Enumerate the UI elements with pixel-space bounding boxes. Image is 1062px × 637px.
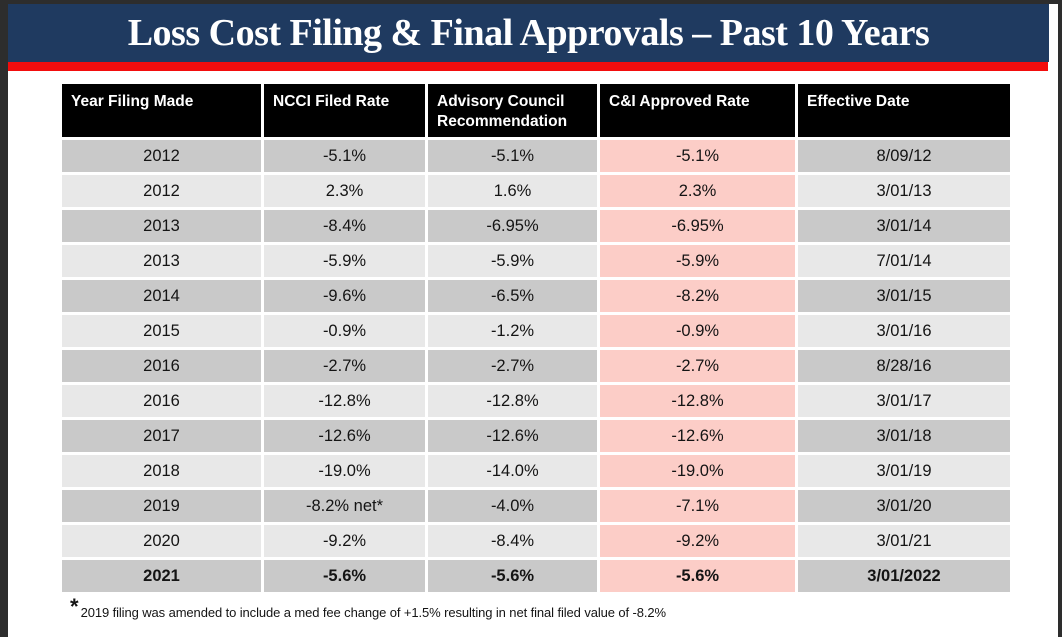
- cell-year-filing-made: 2018: [62, 455, 261, 487]
- loss-cost-table-container: Year Filing Made NCCI Filed Rate Advisor…: [59, 81, 1013, 595]
- cell-ncci-filed-rate: -9.6%: [264, 280, 425, 312]
- column-header-ci-approved-rate: C&I Approved Rate: [600, 84, 795, 137]
- cell-advisory-recommendation: -12.6%: [428, 420, 597, 452]
- cell-advisory-recommendation: -6.95%: [428, 210, 597, 242]
- cell-advisory-recommendation: -6.5%: [428, 280, 597, 312]
- cell-year-filing-made: 2016: [62, 385, 261, 417]
- cell-ci-approved-rate: -6.95%: [600, 210, 795, 242]
- cell-ncci-filed-rate: -8.2% net*: [264, 490, 425, 522]
- cell-ncci-filed-rate: -8.4%: [264, 210, 425, 242]
- cell-advisory-recommendation: 1.6%: [428, 175, 597, 207]
- cell-ci-approved-rate: -0.9%: [600, 315, 795, 347]
- table-header: Year Filing Made NCCI Filed Rate Advisor…: [62, 84, 1010, 137]
- cell-ncci-filed-rate: -5.6%: [264, 560, 425, 592]
- table-row: 2013 -5.9% -5.9% -5.9% 7/01/14: [62, 245, 1010, 277]
- table-row: 2012 -5.1% -5.1% -5.1% 8/09/12: [62, 140, 1010, 172]
- column-header-year-filing-made: Year Filing Made: [62, 84, 261, 137]
- cell-effective-date: 7/01/14: [798, 245, 1010, 277]
- table-row: 2013 -8.4% -6.95% -6.95% 3/01/14: [62, 210, 1010, 242]
- cell-ci-approved-rate: -9.2%: [600, 525, 795, 557]
- slide-title-bar: Loss Cost Filing & Final Approvals – Pas…: [8, 4, 1049, 62]
- table-row: 2020 -9.2% -8.4% -9.2% 3/01/21: [62, 525, 1010, 557]
- cell-ci-approved-rate: -8.2%: [600, 280, 795, 312]
- cell-ncci-filed-rate: -9.2%: [264, 525, 425, 557]
- window-edge-left: [0, 0, 8, 637]
- cell-ncci-filed-rate: -5.9%: [264, 245, 425, 277]
- table-row: 2017 -12.6% -12.6% -12.6% 3/01/18: [62, 420, 1010, 452]
- table-row: 2021 -5.6% -5.6% -5.6% 3/01/2022: [62, 560, 1010, 592]
- window-edge-top: [0, 0, 1062, 4]
- cell-ncci-filed-rate: -12.6%: [264, 420, 425, 452]
- cell-ncci-filed-rate: 2.3%: [264, 175, 425, 207]
- cell-advisory-recommendation: -14.0%: [428, 455, 597, 487]
- table-body: 2012 -5.1% -5.1% -5.1% 8/09/12 2012 2.3% 1.6% 2.…: [62, 140, 1010, 592]
- cell-year-filing-made: 2019: [62, 490, 261, 522]
- cell-year-filing-made: 2014: [62, 280, 261, 312]
- footnote-text: 2019 filing was amended to include a med…: [80, 605, 667, 620]
- cell-ci-approved-rate: -12.6%: [600, 420, 795, 452]
- cell-advisory-recommendation: -2.7%: [428, 350, 597, 382]
- cell-advisory-recommendation: -8.4%: [428, 525, 597, 557]
- cell-advisory-recommendation: -5.1%: [428, 140, 597, 172]
- cell-effective-date: 3/01/14: [798, 210, 1010, 242]
- table-row: 2019 -8.2% net* -4.0% -7.1% 3/01/20: [62, 490, 1010, 522]
- cell-year-filing-made: 2020: [62, 525, 261, 557]
- cell-effective-date: 3/01/16: [798, 315, 1010, 347]
- table-row: 2018 -19.0% -14.0% -19.0% 3/01/19: [62, 455, 1010, 487]
- table-row: 2015 -0.9% -1.2% -0.9% 3/01/16: [62, 315, 1010, 347]
- cell-ci-approved-rate: -5.9%: [600, 245, 795, 277]
- cell-ci-approved-rate: 2.3%: [600, 175, 795, 207]
- footnote-asterisk: *: [70, 594, 79, 619]
- cell-ncci-filed-rate: -2.7%: [264, 350, 425, 382]
- cell-ci-approved-rate: -2.7%: [600, 350, 795, 382]
- table-row: 2012 2.3% 1.6% 2.3% 3/01/13: [62, 175, 1010, 207]
- title-underline-rule: [8, 62, 1048, 71]
- cell-ci-approved-rate: -7.1%: [600, 490, 795, 522]
- cell-effective-date: 3/01/18: [798, 420, 1010, 452]
- column-header-effective-date: Effective Date: [798, 84, 1010, 137]
- cell-year-filing-made: 2016: [62, 350, 261, 382]
- cell-effective-date: 3/01/19: [798, 455, 1010, 487]
- loss-cost-table: Year Filing Made NCCI Filed Rate Advisor…: [59, 81, 1013, 595]
- cell-year-filing-made: 2012: [62, 140, 261, 172]
- cell-advisory-recommendation: -1.2%: [428, 315, 597, 347]
- cell-year-filing-made: 2017: [62, 420, 261, 452]
- cell-year-filing-made: 2021: [62, 560, 261, 592]
- window-edge-right: [1058, 0, 1062, 637]
- cell-advisory-recommendation: -12.8%: [428, 385, 597, 417]
- cell-effective-date: 8/09/12: [798, 140, 1010, 172]
- table-row: 2014 -9.6% -6.5% -8.2% 3/01/15: [62, 280, 1010, 312]
- page-title: Loss Cost Filing & Final Approvals – Pas…: [127, 12, 930, 54]
- cell-year-filing-made: 2012: [62, 175, 261, 207]
- cell-ci-approved-rate: -19.0%: [600, 455, 795, 487]
- column-header-advisory-council-recommendation: Advisory Council Recommendation: [428, 84, 597, 137]
- cell-ncci-filed-rate: -5.1%: [264, 140, 425, 172]
- cell-advisory-recommendation: -5.9%: [428, 245, 597, 277]
- column-header-ncci-filed-rate: NCCI Filed Rate: [264, 84, 425, 137]
- footnote: * 2019 filing was amended to include a m…: [70, 594, 667, 621]
- cell-effective-date: 3/01/13: [798, 175, 1010, 207]
- cell-ci-approved-rate: -12.8%: [600, 385, 795, 417]
- table-row: 2016 -2.7% -2.7% -2.7% 8/28/16: [62, 350, 1010, 382]
- cell-effective-date: 3/01/2022: [798, 560, 1010, 592]
- cell-year-filing-made: 2013: [62, 210, 261, 242]
- header-row: Year Filing Made NCCI Filed Rate Advisor…: [62, 84, 1010, 137]
- cell-effective-date: 3/01/15: [798, 280, 1010, 312]
- cell-ci-approved-rate: -5.6%: [600, 560, 795, 592]
- cell-year-filing-made: 2015: [62, 315, 261, 347]
- cell-advisory-recommendation: -5.6%: [428, 560, 597, 592]
- cell-ci-approved-rate: -5.1%: [600, 140, 795, 172]
- cell-effective-date: 3/01/20: [798, 490, 1010, 522]
- cell-ncci-filed-rate: -12.8%: [264, 385, 425, 417]
- cell-effective-date: 3/01/17: [798, 385, 1010, 417]
- cell-effective-date: 8/28/16: [798, 350, 1010, 382]
- cell-ncci-filed-rate: -0.9%: [264, 315, 425, 347]
- cell-advisory-recommendation: -4.0%: [428, 490, 597, 522]
- table-row: 2016 -12.8% -12.8% -12.8% 3/01/17: [62, 385, 1010, 417]
- cell-year-filing-made: 2013: [62, 245, 261, 277]
- cell-effective-date: 3/01/21: [798, 525, 1010, 557]
- cell-ncci-filed-rate: -19.0%: [264, 455, 425, 487]
